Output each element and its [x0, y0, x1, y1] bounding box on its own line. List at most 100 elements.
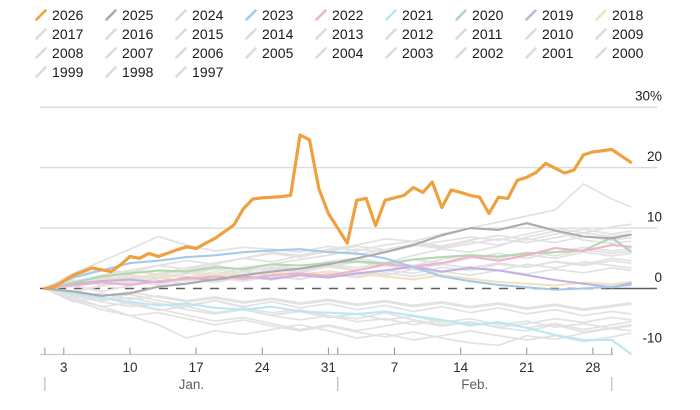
legend-year-label: 2017 — [52, 25, 84, 42]
legend-year-label: 2004 — [332, 44, 364, 61]
legend-item-2023: 2023 — [245, 5, 302, 24]
legend-year-label: 2023 — [262, 6, 294, 23]
legend-line-swatch-icon — [35, 27, 47, 40]
legend-year-label: 2010 — [542, 25, 574, 42]
x-tick-label: 24 — [255, 360, 271, 375]
legend-item-2026: 2026 — [35, 5, 92, 24]
legend-item-2015: 2015 — [175, 24, 232, 43]
legend-year-label: 2011 — [472, 25, 503, 42]
line-2026 — [43, 133, 633, 291]
legend-item-1998: 1998 — [105, 62, 162, 81]
legend-line-swatch-icon — [105, 65, 117, 78]
legend-item-2013: 2013 — [315, 24, 372, 43]
legend-line-swatch-icon — [35, 8, 47, 21]
legend-item-2009: 2009 — [595, 24, 652, 43]
legend-item-1997: 1997 — [175, 62, 232, 81]
x-tick-label: 3 — [60, 360, 68, 375]
line-2025 — [43, 222, 632, 297]
x-axis: 3 10 17 24 31 7 14 21 28 Jan. Feb. — [40, 347, 614, 392]
x-tick-label: 14 — [453, 360, 469, 375]
legend-year-label: 2018 — [612, 6, 644, 23]
legend-line-swatch-icon — [595, 8, 607, 21]
legend-line-swatch-icon — [105, 27, 117, 40]
legend-line-swatch-icon — [525, 27, 537, 40]
legend-year-label: 2012 — [402, 25, 434, 42]
month-label: Jan. — [179, 377, 205, 392]
line-2014 — [44, 287, 632, 343]
line-2023 — [43, 248, 632, 291]
legend-year-label: 2002 — [472, 44, 504, 61]
line-2008 — [44, 287, 632, 331]
legend-item-2019: 2019 — [525, 5, 582, 24]
legend-item-2011: 2011 — [455, 24, 512, 43]
line-2010 — [44, 287, 632, 317]
legend-year-label: 2000 — [612, 44, 644, 61]
legend-item-2022: 2022 — [315, 5, 372, 24]
legend-line-swatch-icon — [385, 46, 397, 59]
line-2015 — [44, 287, 632, 333]
legend-line-swatch-icon — [245, 46, 257, 59]
legend-item-2010: 2010 — [525, 24, 582, 43]
y-axis-label: 30% — [635, 89, 662, 104]
line-2019 — [43, 265, 632, 290]
legend-line-swatch-icon — [455, 46, 467, 59]
legend-line-swatch-icon — [595, 27, 607, 40]
legend-year-label: 2015 — [192, 25, 224, 42]
legend-line-swatch-icon — [315, 8, 327, 21]
legend-year-label: 2019 — [542, 6, 574, 23]
legend-item-2017: 2017 — [35, 24, 92, 43]
legend-year-label: 2007 — [122, 44, 154, 61]
legend-line-swatch-icon — [175, 46, 187, 59]
x-tick-label: 21 — [519, 360, 534, 375]
legend-line-swatch-icon — [105, 46, 117, 59]
month-label: Feb. — [461, 377, 488, 392]
x-tick-label: 7 — [391, 360, 399, 375]
line-2005 — [44, 287, 632, 312]
legend-item-2001: 2001 — [525, 43, 582, 62]
legend-line-swatch-icon — [385, 27, 397, 40]
legend-item-2004: 2004 — [315, 43, 372, 62]
legend-item-2014: 2014 — [245, 24, 302, 43]
y-axis-label: 0 — [654, 270, 662, 285]
legend-item-2000: 2000 — [595, 43, 652, 62]
legend-line-swatch-icon — [245, 8, 257, 21]
legend-line-swatch-icon — [315, 46, 327, 59]
legend-line-swatch-icon — [595, 46, 607, 59]
legend-year-label: 1999 — [52, 63, 84, 80]
legend-year-label: 2021 — [402, 6, 434, 23]
legend-item-2024: 2024 — [175, 5, 232, 24]
chart-legend: 2026 2025 2024 2023 2022 2021 2020 2019 2018 2017… — [35, 5, 679, 81]
legend-line-swatch-icon — [105, 8, 117, 21]
legend-item-2012: 2012 — [385, 24, 442, 43]
legend-year-label: 1998 — [122, 63, 154, 80]
legend-year-label: 2014 — [262, 25, 294, 42]
legend-year-label: 2016 — [122, 25, 154, 42]
legend-line-swatch-icon — [385, 8, 397, 21]
legend-line-swatch-icon — [245, 27, 257, 40]
legend-year-label: 2024 — [192, 6, 224, 23]
legend-item-2021: 2021 — [385, 5, 442, 24]
line-2013 — [44, 228, 632, 290]
legend-line-swatch-icon — [455, 27, 467, 40]
series-lines — [43, 133, 633, 355]
legend-item-2007: 2007 — [105, 43, 162, 62]
y-axis-labels: 30% 20 10 0 -10 — [635, 89, 662, 346]
legend-line-swatch-icon — [175, 65, 187, 78]
legend-year-label: 2006 — [192, 44, 224, 61]
legend-year-label: 2022 — [332, 6, 364, 23]
legend-line-swatch-icon — [175, 8, 187, 21]
legend-line-swatch-icon — [455, 8, 467, 21]
legend-line-swatch-icon — [175, 27, 187, 40]
line-2022 — [43, 243, 632, 290]
x-tick-label: 17 — [189, 360, 204, 375]
legend-year-label: 2008 — [52, 44, 84, 61]
y-axis-label: -10 — [642, 330, 662, 345]
legend-year-label: 2020 — [472, 6, 504, 23]
legend-line-swatch-icon — [35, 65, 47, 78]
legend-line-swatch-icon — [525, 8, 537, 21]
y-axis-label: 10 — [647, 210, 662, 225]
legend-item-2005: 2005 — [245, 43, 302, 62]
x-tick-label: 28 — [585, 360, 600, 375]
